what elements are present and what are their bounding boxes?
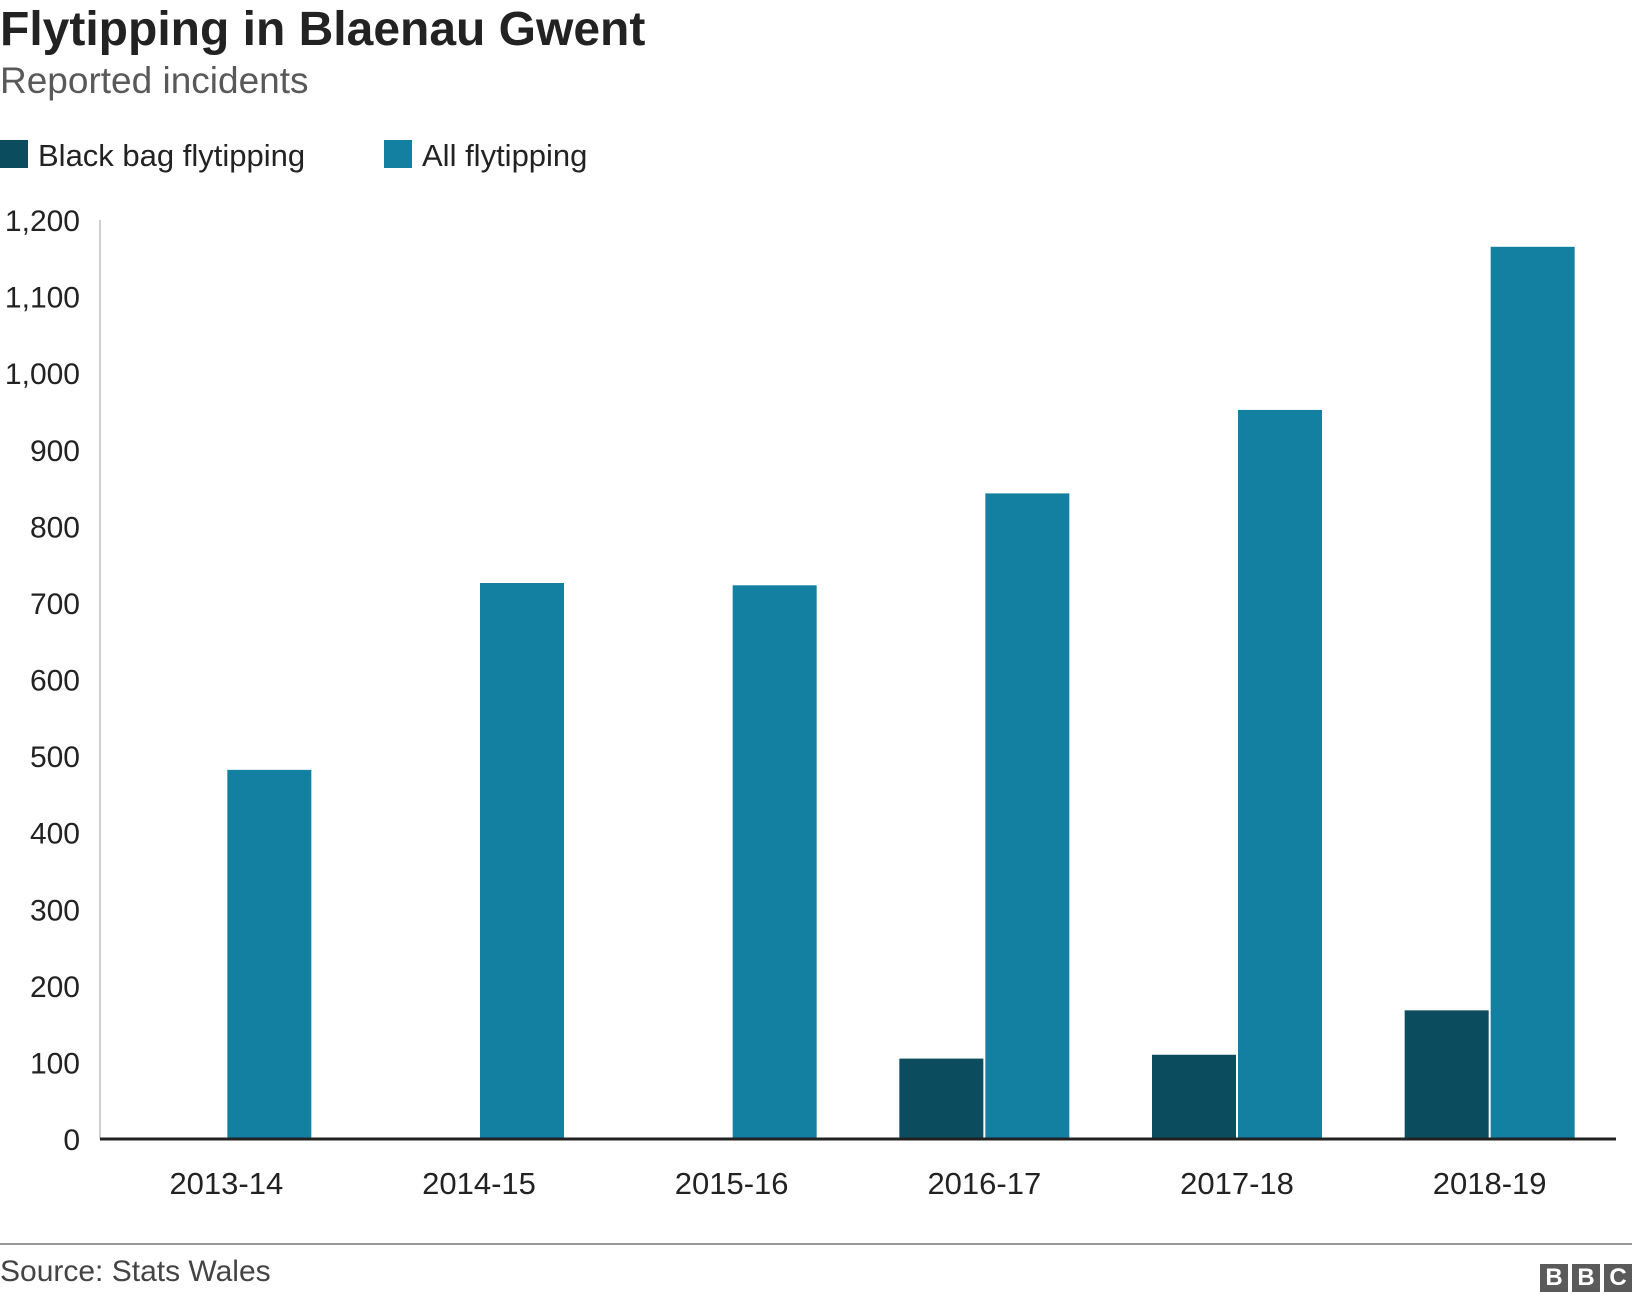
bbc-logo-letter: C (1604, 1264, 1632, 1292)
bars-group (227, 246, 1575, 1140)
bar-all (227, 769, 312, 1139)
bar-all (1238, 409, 1322, 1140)
y-tick-label: 400 (30, 818, 80, 851)
y-tick-label: 300 (30, 894, 80, 927)
legend-swatch (384, 140, 412, 168)
y-tick-label: 0 (63, 1124, 80, 1157)
chart-subtitle: Reported incidents (0, 60, 309, 101)
source-divider (0, 1243, 1632, 1245)
bar-chart: Black bag flytipping All flytipping 0 100 2… (0, 138, 1616, 1201)
y-axis: 0 100 200 300 400 500 600 700 800 900 1,000 1,100 1,… (5, 205, 101, 1157)
bar-black-bag (899, 1058, 984, 1139)
bar-all (1490, 246, 1575, 1139)
chart-title: Flytipping in Blaenau Gwent (0, 3, 646, 56)
x-tick-label: 2015-16 (675, 1166, 789, 1201)
x-tick-label: 2013-14 (169, 1166, 283, 1201)
y-tick-label: 200 (30, 971, 80, 1004)
x-tick-label: 2017-18 (1180, 1166, 1294, 1201)
chart-legend: Black bag flytipping All flytipping (0, 138, 587, 173)
y-tick-label: 600 (30, 665, 80, 698)
x-tick-label: 2014-15 (422, 1166, 536, 1201)
bbc-logo-letter: B (1540, 1264, 1568, 1292)
y-tick-label: 1,000 (5, 358, 80, 391)
legend-label: Black bag flytipping (38, 138, 305, 173)
y-tick-label: 1,100 (5, 282, 80, 315)
x-tick-label: 2018-19 (1433, 1166, 1547, 1201)
y-tick-label: 1,200 (5, 205, 80, 238)
bar-all (732, 585, 817, 1139)
legend-swatch (0, 140, 28, 168)
source-note: Source: Stats Wales (0, 1255, 271, 1288)
y-tick-label: 900 (30, 435, 80, 468)
x-axis: 2013-14 2014-15 2015-16 2016-17 2017-18 2018-… (100, 1137, 1616, 1201)
y-tick-label: 100 (30, 1047, 80, 1080)
y-tick-label: 500 (30, 741, 80, 774)
bar-all (985, 493, 1070, 1140)
y-tick-label: 800 (30, 511, 80, 544)
bar-all (480, 583, 564, 1139)
bar-black-bag (1404, 1010, 1489, 1139)
y-tick-label: 700 (30, 588, 80, 621)
bar-black-bag (1152, 1054, 1236, 1139)
bbc-logo: B B C (1540, 1264, 1632, 1292)
x-tick-label: 2016-17 (927, 1166, 1041, 1201)
legend-label: All flytipping (422, 138, 587, 173)
bbc-logo-letter: B (1572, 1264, 1600, 1292)
